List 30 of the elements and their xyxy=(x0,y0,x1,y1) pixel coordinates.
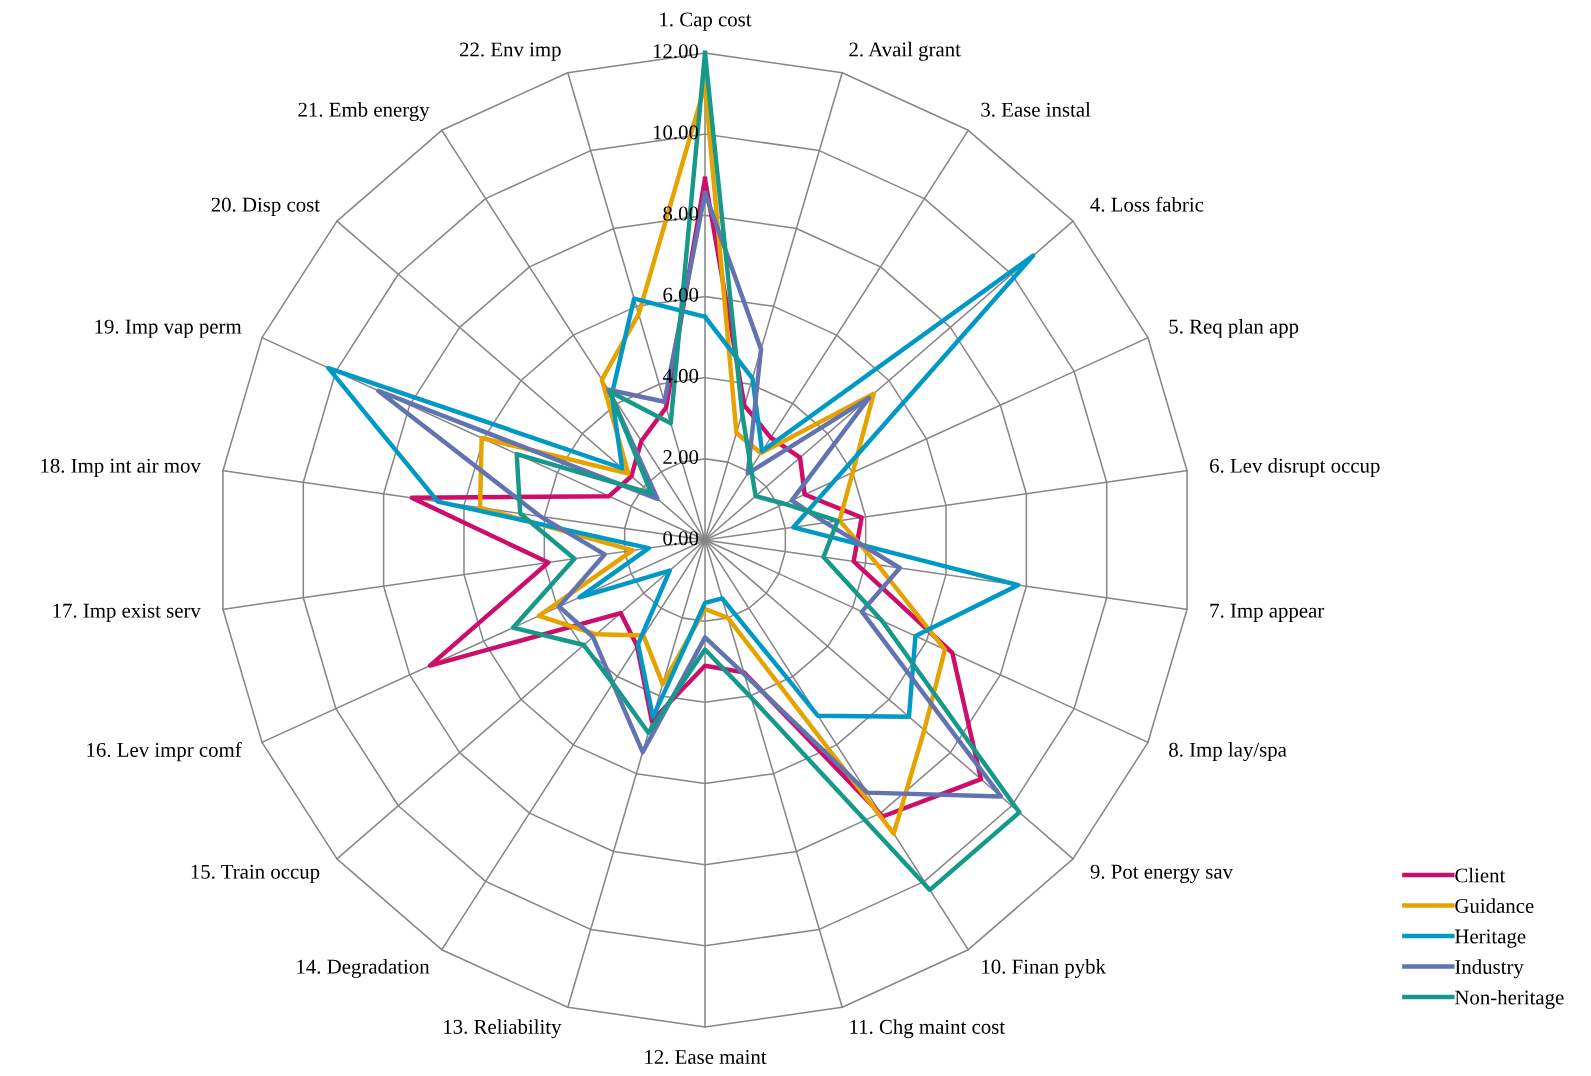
spoke-label: 12. Ease maint xyxy=(645,1049,767,1065)
spoke-label: 1. Cap cost xyxy=(660,12,752,31)
spoke-label: 3. Ease instal xyxy=(981,102,1091,117)
spoke-label: 4. Loss fabric xyxy=(1090,196,1204,212)
spoke-label: 8. Imp lay/spa xyxy=(1169,742,1287,762)
spoke-label: 22. Env imp xyxy=(460,42,561,61)
legend-label: Industry xyxy=(1455,959,1524,979)
spoke-label: 16. Lev impr comf xyxy=(87,742,242,762)
spoke-label: 17. Imp exist serv xyxy=(53,603,201,622)
spoke-label: 15. Train occup xyxy=(191,864,320,883)
spoke-label: 9. Pot energy sav xyxy=(1090,864,1234,883)
spoke-label: 11. Chg maint cost xyxy=(850,1019,1005,1039)
spoke-label: 10. Finan pybk xyxy=(982,958,1106,978)
legend-label: Heritage xyxy=(1454,929,1526,948)
spoke-label: 7. Imp appear xyxy=(1210,603,1325,622)
spoke-label: 13. Reliability xyxy=(444,1019,562,1039)
spoke-label: 19. Imp vap perm xyxy=(95,319,242,338)
y-tick-label: 2.00 xyxy=(663,449,699,465)
y-tick-label: 0.00 xyxy=(663,531,699,546)
spoke-label: 14. Degradation xyxy=(297,958,430,978)
spoke-label: 6. Lev disrupt occup xyxy=(1210,458,1380,477)
spoke-label: 5. Req plan app xyxy=(1169,318,1299,338)
spoke-label: 2. Avail grant xyxy=(849,41,961,61)
spoke-label: 20. Disp cost xyxy=(211,197,320,216)
spoke-label: 21. Emb energy xyxy=(298,102,430,122)
y-tick-label: 12.00 xyxy=(653,44,699,59)
legend-label: Client xyxy=(1455,867,1506,883)
legend-label: Guidance xyxy=(1455,898,1534,913)
legend-label: Non-heritage xyxy=(1454,989,1564,1009)
spoke-label: 18. Imp int air mov xyxy=(41,458,201,477)
